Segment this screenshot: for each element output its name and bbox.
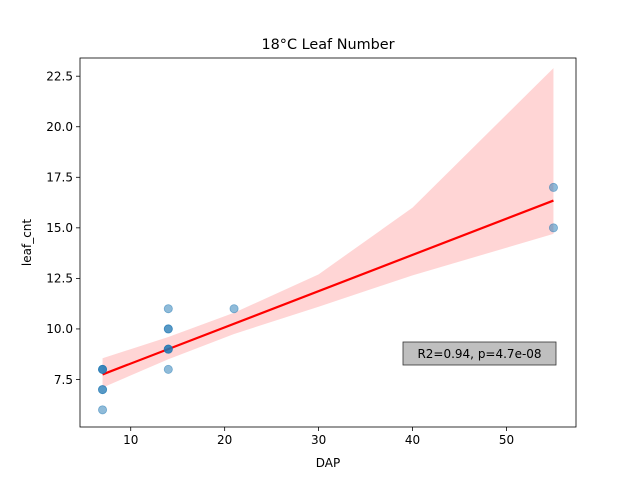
data-point <box>163 344 173 354</box>
x-tick-label: 30 <box>311 433 326 447</box>
data-point <box>163 364 173 374</box>
x-axis-ticks: 10 20 30 40 50 <box>123 427 514 447</box>
confidence-band <box>102 68 554 388</box>
y-tick-label: 12.5 <box>46 272 73 286</box>
x-tick-label: 20 <box>217 433 232 447</box>
y-tick-label: 17.5 <box>46 171 73 185</box>
stats-annotation: R2=0.94, p=4.7e-08 <box>402 341 557 366</box>
plot-frame <box>79 57 577 428</box>
regression-line-layer <box>102 199 554 376</box>
y-tick-label: 15.0 <box>46 221 73 235</box>
y-axis-label: leaf_cnt <box>20 219 34 266</box>
scatter-points-layer <box>98 182 558 415</box>
x-tick-label: 50 <box>499 433 514 447</box>
y-tick-label: 20.0 <box>46 120 73 134</box>
y-tick-label: 22.5 <box>46 69 73 83</box>
data-point <box>548 182 558 192</box>
data-point <box>98 364 108 374</box>
x-tick-label: 10 <box>123 433 138 447</box>
x-tick-label: 40 <box>405 433 420 447</box>
data-point <box>98 405 108 415</box>
confidence-band-layer <box>102 68 554 388</box>
chart-title: 18°C Leaf Number <box>261 37 394 53</box>
data-point <box>98 385 108 395</box>
x-axis-label: DAP <box>316 456 340 470</box>
regression-line <box>102 199 554 376</box>
data-point <box>548 223 558 233</box>
y-tick-label: 10.0 <box>46 322 73 336</box>
data-point <box>229 304 239 314</box>
stats-annotation-text: R2=0.94, p=4.7e-08 <box>417 347 541 361</box>
data-point <box>163 304 173 314</box>
data-point <box>163 324 173 334</box>
y-tick-label: 7.5 <box>54 373 73 387</box>
stats-annotation-box <box>402 341 557 366</box>
y-axis-ticks: 7.5 10.0 12.5 15.0 17.5 20.0 22.5 <box>46 69 80 387</box>
